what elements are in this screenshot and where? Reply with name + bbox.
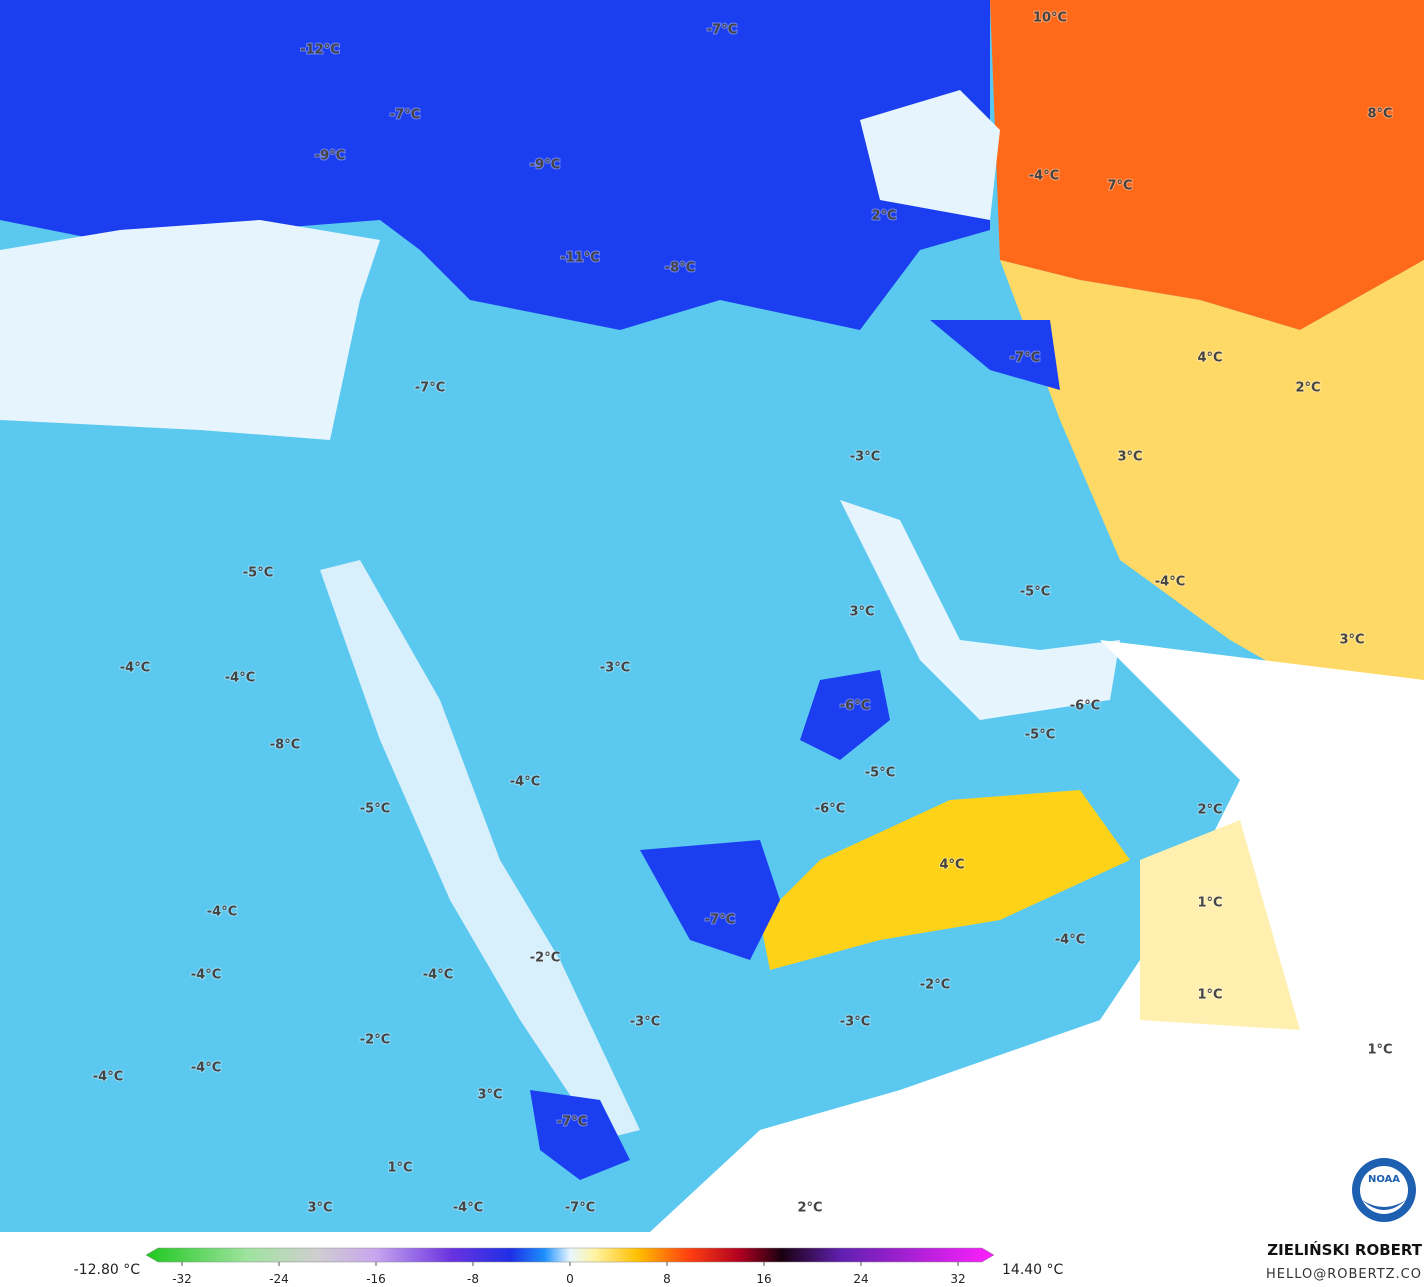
temp-label: 8°C — [1367, 107, 1392, 122]
temp-label: -3°C — [600, 661, 630, 676]
temp-label: -7°C — [557, 1115, 587, 1130]
colorbar-max: 14.40 °C — [1002, 1262, 1064, 1278]
temp-label: -9°C — [530, 158, 560, 173]
temp-label: 4°C — [1197, 351, 1222, 366]
temp-label: -3°C — [840, 1015, 870, 1030]
temp-label: 1°C — [387, 1161, 412, 1176]
temp-label: -6°C — [840, 699, 870, 714]
temp-label: -7°C — [565, 1201, 595, 1216]
temp-label: -5°C — [1020, 585, 1050, 600]
temp-label: -7°C — [415, 381, 445, 396]
temp-label: -7°C — [707, 23, 737, 38]
colorbar: -12.80 °C 14.40 °C -32 -24 -16 -8 0 8 16 24 32 — [74, 1247, 1064, 1286]
temp-label: -5°C — [243, 566, 273, 581]
temp-label: -4°C — [1155, 575, 1185, 590]
temp-label: 3°C — [1339, 633, 1364, 648]
temp-label: 3°C — [1117, 450, 1142, 465]
colorbar-tick-label: -24 — [269, 1272, 289, 1286]
temp-label: -2°C — [360, 1033, 390, 1048]
colorbar-tick-label: -16 — [366, 1272, 386, 1286]
colorbar-tick-label: -32 — [172, 1272, 192, 1286]
temp-label: -4°C — [1055, 933, 1085, 948]
temp-label: -5°C — [865, 766, 895, 781]
colorbar-tick-label: -8 — [467, 1272, 479, 1286]
colorbar-tick-label: 32 — [950, 1272, 965, 1286]
credit-email: HELLO@ROBERTZ.CO — [1266, 1267, 1422, 1282]
credit-name: ZIELIŃSKI ROBERT — [1267, 1240, 1422, 1259]
temp-label: -7°C — [1010, 351, 1040, 366]
temp-label: -5°C — [1025, 728, 1055, 743]
temp-label: -4°C — [423, 968, 453, 983]
temp-label: -12°C — [300, 43, 340, 58]
temp-label: 7°C — [1107, 179, 1132, 194]
temp-label: -4°C — [510, 775, 540, 790]
temp-label: -2°C — [530, 951, 560, 966]
temp-label: 2°C — [871, 209, 896, 224]
temp-label: 2°C — [1197, 803, 1222, 818]
temp-label: -2°C — [920, 978, 950, 993]
temp-label: 10°C — [1033, 11, 1067, 26]
temp-label: 1°C — [1197, 988, 1222, 1003]
temp-label: -6°C — [815, 802, 845, 817]
temp-label: -8°C — [665, 261, 695, 276]
colorbar-min: -12.80 °C — [74, 1262, 141, 1278]
colorbar-tick-label: 24 — [853, 1272, 868, 1286]
temp-label: -4°C — [225, 671, 255, 686]
temp-label: -5°C — [360, 802, 390, 817]
temperature-labels: -12°C -7°C 10°C -7°C -9°C -9°C -11°C -8°C 2°C -4°… — [92, 10, 1394, 1217]
temp-label: 1°C — [1197, 896, 1222, 911]
temp-label: -7°C — [390, 108, 420, 123]
temp-label: -4°C — [191, 1061, 221, 1076]
temp-label: -4°C — [191, 968, 221, 983]
noaa-logo: NOAA — [1352, 1158, 1416, 1222]
temp-label: -9°C — [315, 149, 345, 164]
temp-label: -4°C — [93, 1070, 123, 1085]
temp-label: 2°C — [797, 1201, 822, 1216]
temp-label: 3°C — [477, 1088, 502, 1103]
temp-label: -8°C — [270, 738, 300, 753]
colorbar-tick-label: 16 — [756, 1272, 771, 1286]
temp-label: -4°C — [120, 661, 150, 676]
temp-label: 3°C — [849, 605, 874, 620]
temp-label: -6°C — [1070, 699, 1100, 714]
colorbar-tick-label: 0 — [566, 1272, 574, 1286]
temp-label: -4°C — [207, 905, 237, 920]
temp-label: -4°C — [453, 1201, 483, 1216]
temp-label: -3°C — [850, 450, 880, 465]
temp-label: -7°C — [705, 913, 735, 928]
temp-label: -3°C — [630, 1015, 660, 1030]
colorbar-tick-label: 8 — [663, 1272, 671, 1286]
temp-label: -4°C — [1029, 169, 1059, 184]
temp-label: 1°C — [1367, 1043, 1392, 1058]
temp-label: 3°C — [307, 1201, 332, 1216]
map-background — [0, 0, 1424, 1232]
temp-label: 4°C — [939, 858, 964, 873]
temp-label: -11°C — [560, 251, 600, 266]
colorbar-gradient — [145, 1247, 995, 1263]
temp-label: 2°C — [1295, 381, 1320, 396]
logo-text: NOAA — [1368, 1174, 1400, 1185]
